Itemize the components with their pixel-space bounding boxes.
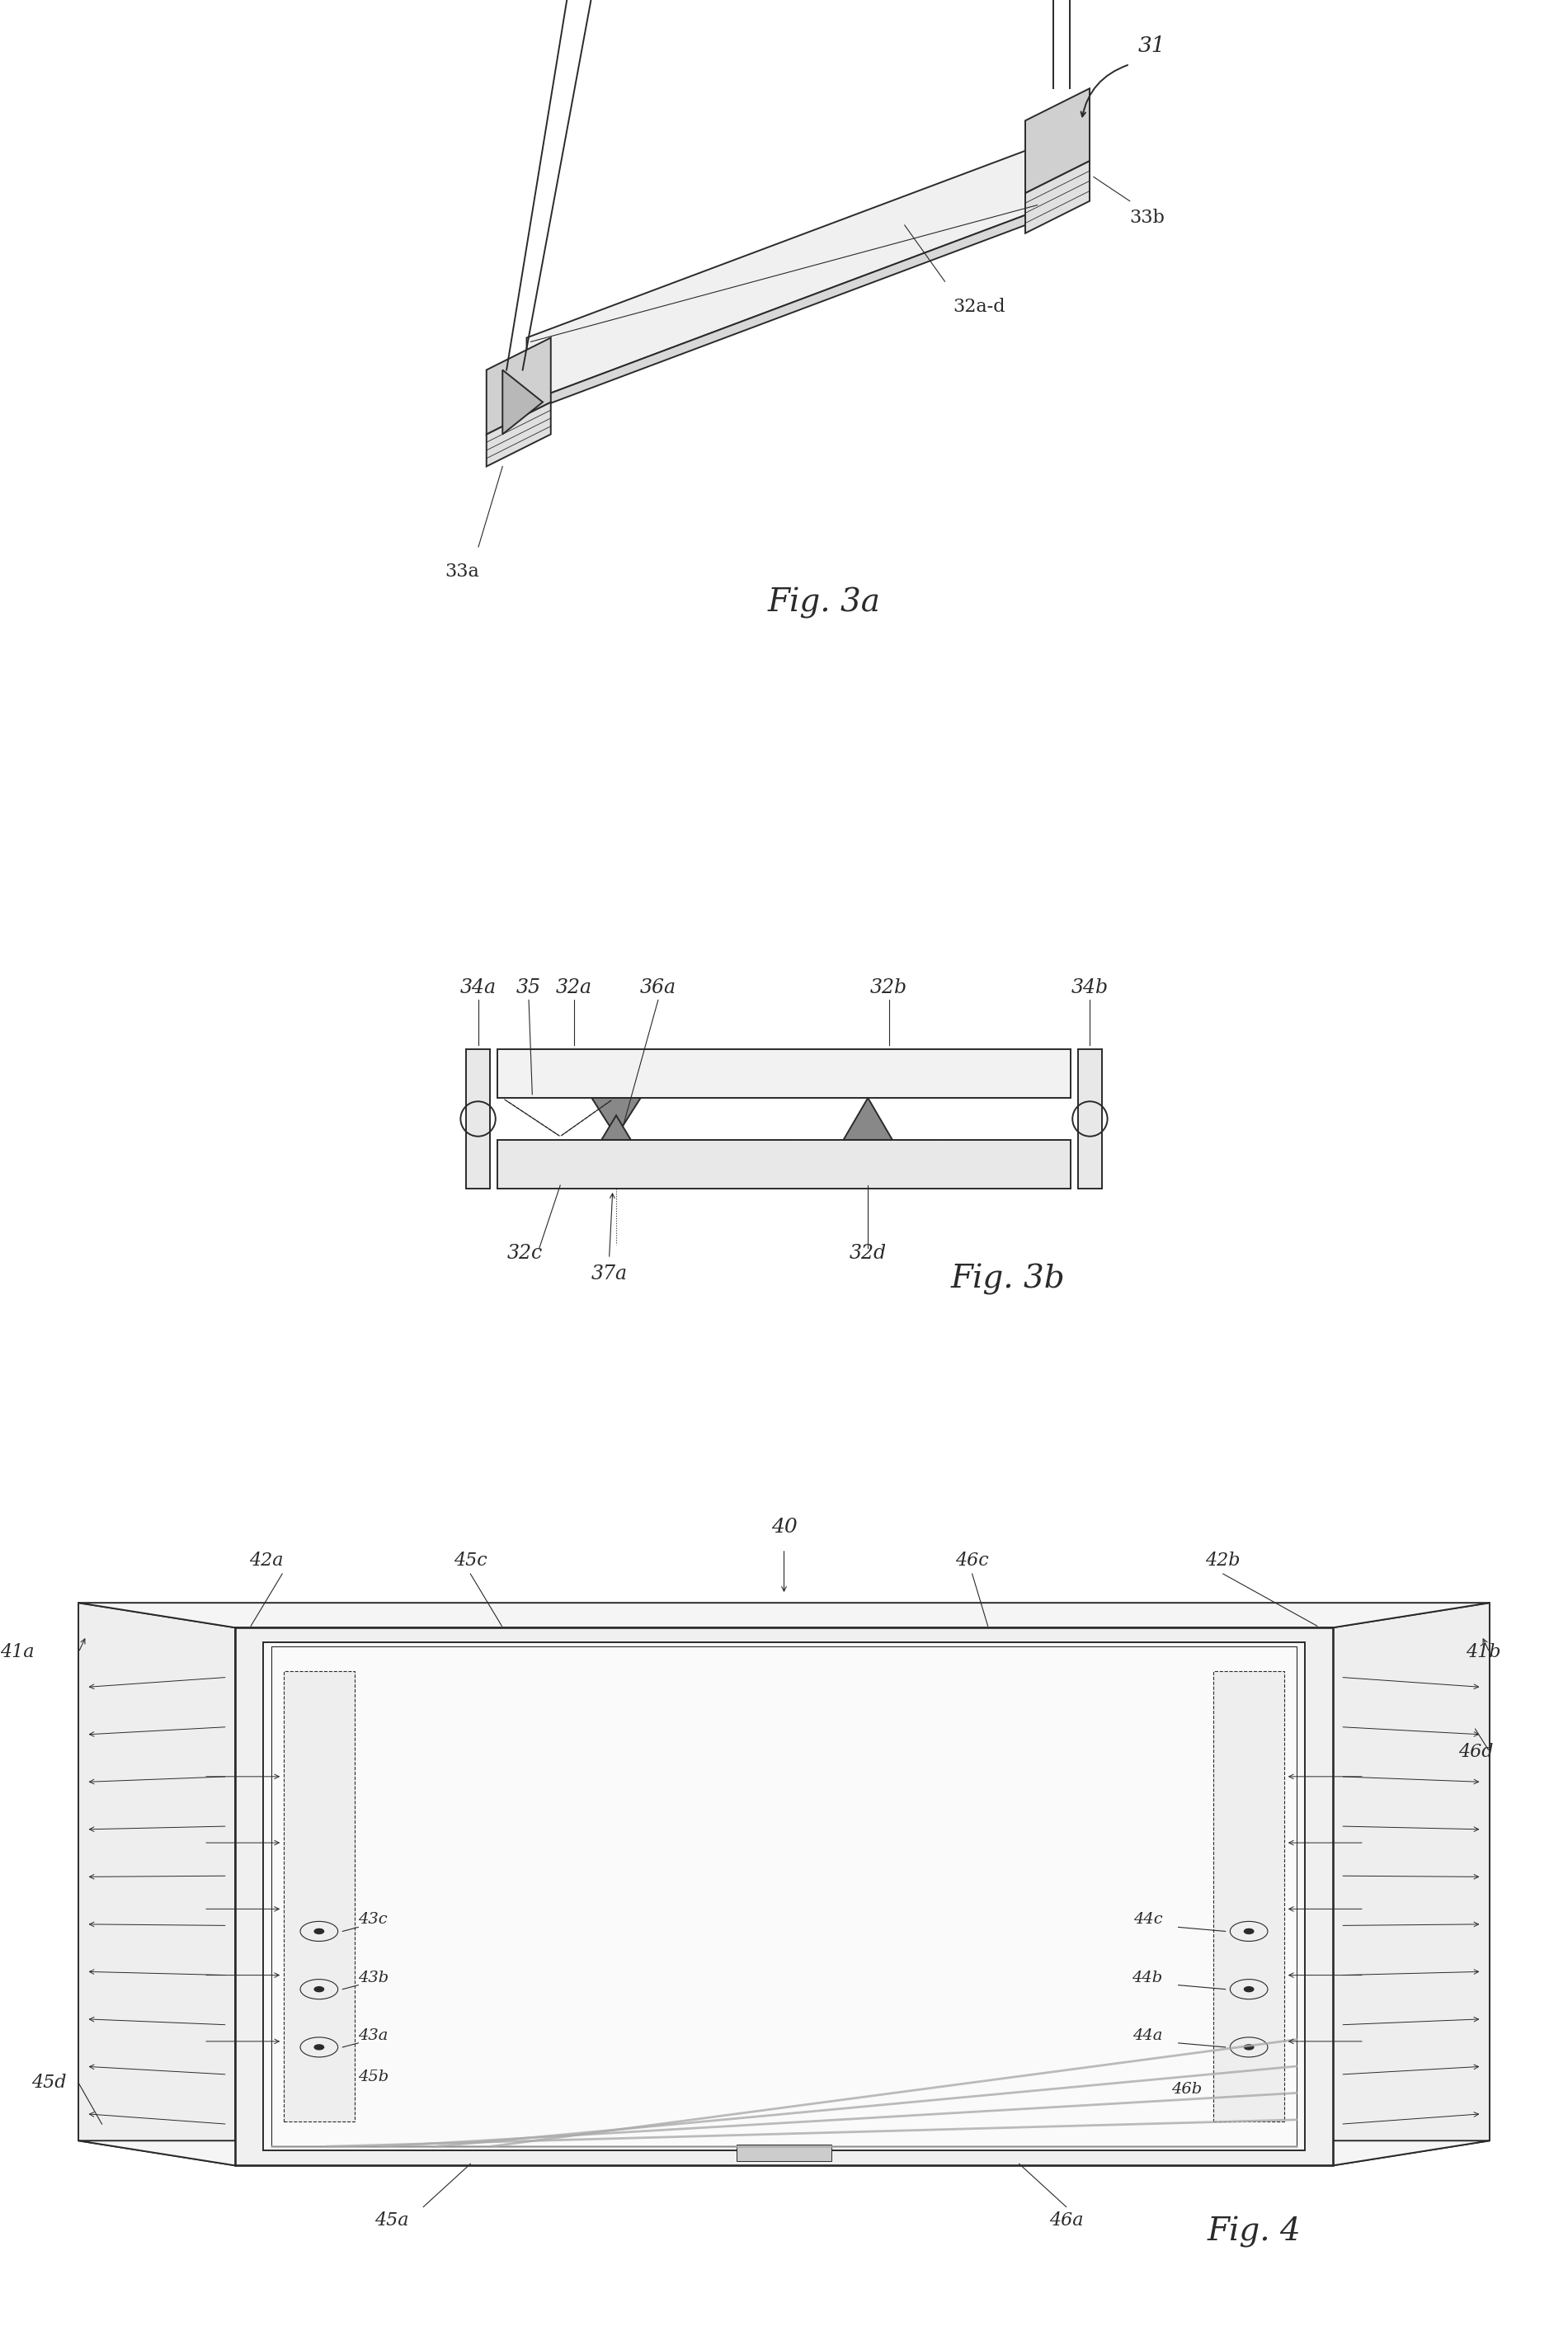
Polygon shape	[78, 2140, 1490, 2165]
Polygon shape	[511, 210, 1041, 417]
Text: 35: 35	[516, 979, 541, 998]
Text: 46d: 46d	[1458, 1744, 1493, 1760]
Circle shape	[1245, 1928, 1254, 1935]
Polygon shape	[1333, 1604, 1490, 2165]
Text: 43a: 43a	[359, 2028, 389, 2042]
Text: 32b: 32b	[870, 979, 908, 998]
Bar	[737, 2145, 831, 2161]
Text: 36a: 36a	[640, 979, 676, 998]
Polygon shape	[844, 1098, 892, 1140]
Polygon shape	[602, 1114, 630, 1140]
Polygon shape	[486, 338, 550, 434]
Circle shape	[315, 1928, 325, 1935]
Text: 43b: 43b	[359, 1970, 389, 1986]
Text: 32d: 32d	[850, 1245, 886, 1263]
Circle shape	[315, 2044, 325, 2049]
Bar	[235, 1627, 1333, 2165]
Text: 34b: 34b	[1071, 979, 1109, 998]
Polygon shape	[78, 1604, 235, 2165]
Polygon shape	[1025, 89, 1090, 193]
Bar	[271, 1646, 1297, 2147]
Bar	[497, 1140, 1071, 1189]
Text: 44c: 44c	[1134, 1911, 1162, 1928]
Text: 46c: 46c	[955, 1552, 989, 1569]
Text: 32a-d: 32a-d	[953, 298, 1005, 315]
Circle shape	[1245, 1986, 1254, 1991]
Bar	[1214, 1671, 1284, 2121]
Polygon shape	[486, 401, 550, 466]
Text: 44a: 44a	[1132, 2028, 1162, 2042]
Text: 33a: 33a	[445, 562, 480, 580]
Polygon shape	[502, 371, 543, 434]
Text: 46a: 46a	[1049, 2212, 1083, 2228]
Text: 45b: 45b	[359, 2070, 389, 2084]
Bar	[1077, 1049, 1102, 1189]
Polygon shape	[1025, 161, 1090, 233]
Text: 40: 40	[771, 1517, 797, 1536]
Text: 41b: 41b	[1466, 1643, 1501, 1662]
Circle shape	[1245, 2044, 1254, 2049]
Polygon shape	[78, 1604, 1490, 1627]
Text: 32c: 32c	[508, 1245, 543, 1263]
Text: 46b: 46b	[1171, 2082, 1203, 2098]
Text: Fig. 4: Fig. 4	[1207, 2217, 1301, 2247]
Circle shape	[315, 1986, 325, 1991]
Bar	[497, 1049, 1071, 1098]
Text: 33b: 33b	[1131, 210, 1165, 226]
Text: 45a: 45a	[375, 2212, 409, 2228]
Bar	[263, 1643, 1305, 2152]
Bar	[466, 1049, 491, 1189]
Text: 41a: 41a	[0, 1643, 34, 1662]
Text: 37a: 37a	[591, 1266, 627, 1284]
Text: 43c: 43c	[359, 1911, 387, 1928]
Text: 45d: 45d	[31, 2075, 66, 2091]
Text: 44b: 44b	[1132, 1970, 1162, 1986]
Text: 32a: 32a	[557, 979, 593, 998]
Text: 45c: 45c	[453, 1552, 488, 1569]
Text: 34a: 34a	[459, 979, 495, 998]
Bar	[284, 1671, 354, 2121]
Polygon shape	[527, 145, 1041, 401]
Text: 42a: 42a	[249, 1552, 284, 1569]
Text: 31: 31	[1138, 35, 1165, 56]
Text: Fig. 3a: Fig. 3a	[768, 587, 881, 618]
Text: 42b: 42b	[1206, 1552, 1240, 1569]
Polygon shape	[591, 1098, 641, 1135]
Text: Fig. 3b: Fig. 3b	[950, 1263, 1065, 1296]
